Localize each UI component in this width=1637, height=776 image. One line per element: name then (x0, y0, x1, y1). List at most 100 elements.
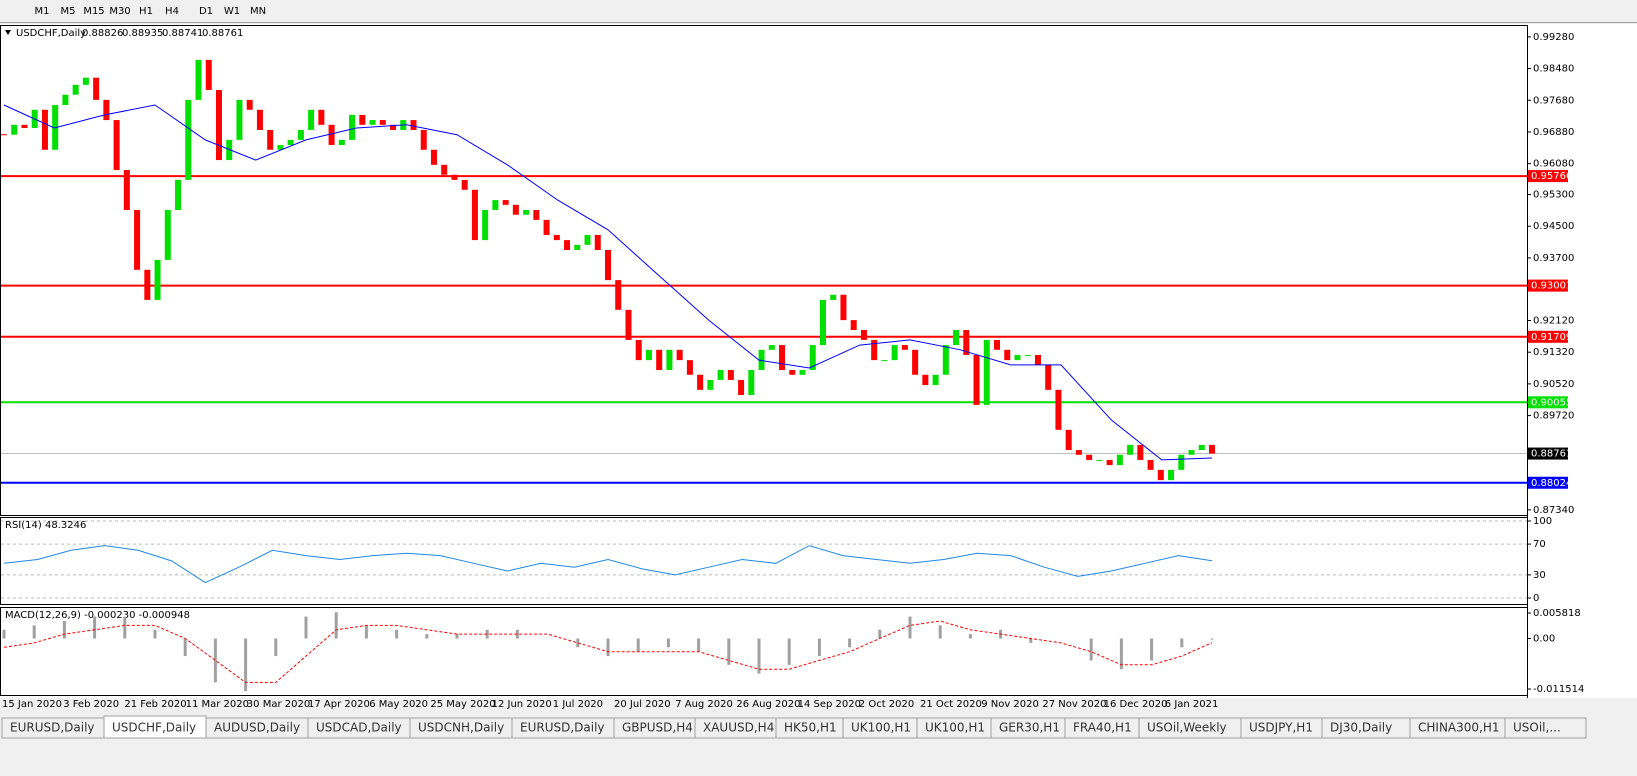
candle (564, 240, 571, 250)
timeframe-button[interactable]: D1 (199, 6, 213, 17)
candle (809, 345, 816, 371)
x-tick-label: 16 Dec 2020 (1104, 699, 1168, 710)
tab-label[interactable]: EURUSD,Daily (520, 721, 605, 735)
x-tick-label: 17 Apr 2020 (308, 699, 370, 710)
header-price: 0.88935 (122, 28, 163, 39)
candle (1116, 454, 1123, 466)
candle (185, 99, 192, 180)
timeframe-button[interactable]: M1 (35, 6, 50, 17)
candle (973, 354, 980, 405)
tab-label[interactable]: USDCHF,Daily (112, 721, 196, 735)
x-tick-label: 6 May 2020 (369, 699, 428, 710)
level-label: 0.91709 (1531, 332, 1572, 343)
candle (871, 339, 878, 361)
y-tick-label: 0.95300 (1533, 190, 1574, 201)
candle (215, 89, 222, 161)
candle (164, 209, 171, 260)
candle (195, 59, 202, 100)
header-price: 0.88761 (202, 28, 243, 39)
candle (983, 339, 990, 405)
tab-label[interactable]: EURUSD,Daily (10, 721, 95, 735)
candle (779, 345, 786, 371)
candle (942, 345, 949, 375)
timeframe-button[interactable]: H1 (139, 6, 153, 17)
timeframe-button[interactable]: W1 (224, 6, 240, 17)
candle (656, 349, 663, 371)
candle (625, 309, 632, 340)
tab-label[interactable]: HK50,H1 (784, 721, 837, 735)
candle (246, 99, 253, 110)
tab-label[interactable]: USOil,... (1513, 721, 1561, 735)
candle (1086, 454, 1093, 460)
candle (1106, 459, 1113, 466)
candle (1198, 444, 1205, 451)
level-label: 0.95766 (1531, 171, 1572, 182)
candle (379, 120, 386, 125)
tab-label[interactable]: UK100,H1 (851, 721, 911, 735)
candle (492, 200, 499, 210)
candle (594, 234, 601, 250)
candle (461, 179, 468, 190)
candle (901, 345, 908, 350)
y-tick-label: 0.94500 (1533, 221, 1574, 232)
candle (994, 339, 1001, 350)
x-tick-label: 30 Mar 2020 (247, 699, 310, 710)
tab-label[interactable]: USDJPY,H1 (1249, 721, 1313, 735)
rsi-line (3, 545, 1213, 584)
candle (62, 94, 69, 106)
timeframe-button[interactable]: M30 (109, 6, 130, 17)
x-tick-label: 12 Jun 2020 (492, 699, 552, 710)
tab-label[interactable]: AUDUSD,Daily (214, 721, 300, 735)
candle (727, 370, 734, 380)
candle (1137, 444, 1144, 460)
candle (1034, 354, 1041, 365)
candle (1075, 450, 1082, 455)
y-tick-label: 70 (1533, 539, 1546, 550)
tab-label[interactable]: USDCNH,Daily (418, 721, 504, 735)
candle (1209, 444, 1215, 454)
tab-label[interactable]: DJ30,Daily (1330, 721, 1392, 735)
header-price: 0.88826 (82, 28, 123, 39)
x-tick-label: 3 Feb 2020 (63, 699, 119, 710)
timeframe-button[interactable]: H4 (165, 6, 179, 17)
timeframe-button[interactable]: M15 (83, 6, 104, 17)
candle (881, 360, 888, 362)
timeframe-button[interactable]: MN (250, 6, 266, 17)
y-tick-label: 0.96880 (1533, 127, 1574, 138)
last-price-tag (1528, 447, 1568, 460)
x-tick-label: 25 May 2020 (430, 699, 495, 710)
candle (707, 379, 714, 390)
tab-label[interactable]: XAUUSD,H4 (703, 721, 774, 735)
candle (1157, 469, 1164, 481)
candle (717, 370, 724, 380)
candle (1178, 454, 1185, 470)
candle (256, 109, 263, 130)
candle (420, 129, 427, 150)
candle (21, 124, 28, 128)
candle (850, 320, 857, 331)
tab[interactable] (1504, 717, 1587, 739)
tab-label[interactable]: GBPUSD,H4 (622, 721, 693, 735)
x-tick-label: 26 Aug 2020 (736, 699, 800, 710)
y-tick-label: 0.92120 (1533, 316, 1574, 327)
tab-label[interactable]: FRA40,H1 (1073, 721, 1132, 735)
x-tick-label: 21 Feb 2020 (124, 699, 186, 710)
candle (553, 234, 560, 241)
tab-label[interactable]: UK100,H1 (925, 721, 985, 735)
candle (113, 120, 120, 170)
candle (533, 209, 540, 220)
candle (297, 129, 304, 140)
x-tick-label: 20 Jul 2020 (614, 699, 671, 710)
x-tick-label: 6 Jan 2021 (1165, 699, 1219, 710)
candle (676, 349, 683, 361)
tab-label[interactable]: GER30,H1 (999, 721, 1060, 735)
collapse-arrow (5, 30, 11, 35)
x-tick-label: 15 Jan 2020 (2, 699, 62, 710)
tab-label[interactable]: USOil,Weekly (1147, 721, 1227, 735)
tab-label[interactable]: USDCAD,Daily (316, 721, 402, 735)
x-tick-label: 9 Nov 2020 (981, 699, 1039, 710)
level-tag (1528, 279, 1568, 292)
timeframe-button[interactable]: M5 (61, 6, 76, 17)
tab-label[interactable]: CHINA300,H1 (1418, 721, 1500, 735)
candle (318, 109, 325, 125)
